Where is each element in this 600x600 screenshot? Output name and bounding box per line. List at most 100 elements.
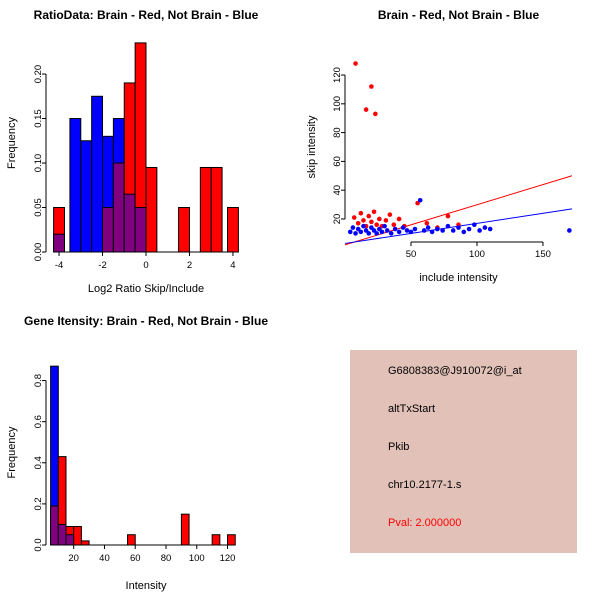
y-tick-label: 60: [332, 156, 343, 167]
scatter-point-red: [377, 216, 382, 222]
hist-bar-red: [199, 166, 212, 253]
hist-bar-red: [145, 166, 158, 253]
y-tick-label: 0.00: [33, 243, 44, 262]
gene-intensity-histogram-chart: 20 40 60 80 100 120 0.0 0.2 0.4 0.6 0.8 Gene Itensi…: [6, 314, 268, 592]
hist-bar-overlap: [102, 207, 114, 253]
hist-bar-overlap: [134, 207, 147, 253]
scatter-point-blue: [440, 228, 445, 233]
scatter-point-red: [353, 61, 358, 66]
x-axis-label: Log2 Ratio Skip/Include: [88, 283, 204, 295]
hist-bar-red: [227, 207, 239, 253]
scatter-point-blue: [350, 225, 356, 230]
scatter-point-blue: [392, 226, 398, 232]
hist-bar-overlap: [53, 233, 65, 253]
scatter-point-red: [374, 222, 379, 228]
y-tick-label: 80: [332, 127, 343, 138]
ratio-histogram-chart: -4 -2 0 2 4 0.00 0.05 0.10 0.15 0.20 RatioData: Br…: [6, 8, 259, 295]
y-tick-label: 0.8: [33, 374, 44, 387]
scatter-point-blue: [400, 225, 406, 230]
scatter-point-red: [355, 220, 361, 226]
chart-title: Brain - Red, Not Brain - Blue: [378, 8, 540, 22]
scatter-point-blue: [388, 231, 394, 236]
scatter-point-red: [445, 213, 451, 219]
hist-bar-red: [180, 513, 190, 546]
hist-bar-overlap: [112, 162, 125, 253]
y-tick-label: 0.2: [33, 497, 44, 510]
y-tick-label: 0.15: [33, 109, 44, 128]
scatter-point-red: [369, 84, 374, 89]
y-tick-label: 100: [332, 96, 343, 112]
scatter-point-blue: [445, 223, 451, 229]
scatter-point-blue: [482, 225, 488, 230]
event-type-text: altTxStart: [388, 403, 436, 415]
scatter-point-blue: [382, 223, 387, 229]
scatter-point-blue: [412, 226, 418, 232]
hist-bar-blue: [80, 140, 93, 253]
scatter-point-red: [383, 218, 389, 223]
scatter-point-red: [358, 210, 364, 216]
scatter-point-blue: [456, 225, 461, 230]
scatter-point-red: [424, 220, 430, 226]
y-tick-label: 0.05: [33, 198, 44, 217]
scatter-point-blue: [461, 229, 467, 235]
x-tick-label: 100: [189, 553, 205, 564]
scatter-point-blue: [421, 228, 427, 233]
hist-bar-blue: [69, 118, 82, 253]
x-tick-label: -2: [98, 260, 106, 271]
hist-bar-overlap: [50, 505, 59, 546]
scatter-point-blue: [425, 225, 431, 230]
scatter-point-blue: [435, 226, 440, 232]
scatter-point-blue: [353, 231, 358, 236]
pval-text: Pval: 2.000000: [388, 517, 462, 529]
x-tick-label: -4: [55, 260, 63, 271]
hist-bar-overlap: [123, 193, 136, 253]
x-tick-label: 120: [220, 553, 236, 564]
hist-bar-overlap: [57, 523, 67, 546]
hist-bar-red: [210, 166, 223, 253]
y-tick-label: 0.0: [33, 538, 44, 551]
scatter-point-blue: [379, 229, 385, 235]
hist-bar-red: [227, 534, 236, 546]
scatter-point-blue: [366, 231, 372, 236]
hist-bar-red: [73, 526, 82, 546]
intensity-scatter-chart: 50 100 150 20 40 60 80 100 120 Brain - Red, Not B…: [306, 8, 573, 284]
scatter-point-red: [373, 111, 378, 117]
scatter-point-red: [391, 222, 397, 228]
hist-bar-red: [80, 540, 90, 546]
brain-fit-line: [344, 175, 573, 246]
y-tick-label: 120: [332, 67, 343, 83]
scatter-point-blue: [450, 228, 456, 233]
scatter-point-red: [361, 218, 366, 223]
y-tick-label: 40: [332, 185, 343, 196]
y-tick-label: 0.6: [33, 415, 44, 428]
scatter-point-red: [369, 219, 374, 225]
y-axis-label: skip intensity: [306, 115, 318, 178]
y-tick-label: 0.10: [33, 154, 44, 173]
y-tick-label: 0.20: [33, 65, 44, 84]
x-axis-label: include intensity: [419, 272, 498, 284]
scatter-point-red: [371, 209, 377, 215]
chart-title: Gene Itensity: Brain - Red, Not Brain - …: [24, 314, 268, 328]
scatter-point-blue: [358, 229, 364, 235]
scatter-point-blue: [567, 228, 572, 233]
x-tick-label: 40: [99, 553, 110, 564]
gene-info-box: G6808383@J910072@i_at altTxStart Pkib ch…: [350, 350, 577, 553]
scatter-point-blue: [404, 228, 410, 233]
scatter-point-blue: [384, 228, 390, 233]
y-axis-label: Frequency: [6, 426, 18, 478]
scatter-point-blue: [466, 226, 472, 232]
y-tick-label: 20: [332, 214, 343, 225]
scatter-point-blue: [374, 231, 379, 236]
scatter-point-blue: [361, 223, 366, 229]
chromosome-location-text: chr10.2177-1.s: [388, 479, 462, 491]
scatter-point-blue: [417, 197, 423, 203]
hist-bar-overlap: [65, 534, 75, 546]
scatter-point-red: [387, 212, 393, 217]
hist-bar-red: [127, 534, 136, 546]
x-tick-label: 4: [230, 260, 235, 271]
x-tick-label: 2: [187, 260, 192, 271]
scatter-point-blue: [487, 226, 493, 232]
x-tick-label: 0: [143, 260, 148, 271]
scatter-point-red: [363, 107, 369, 112]
